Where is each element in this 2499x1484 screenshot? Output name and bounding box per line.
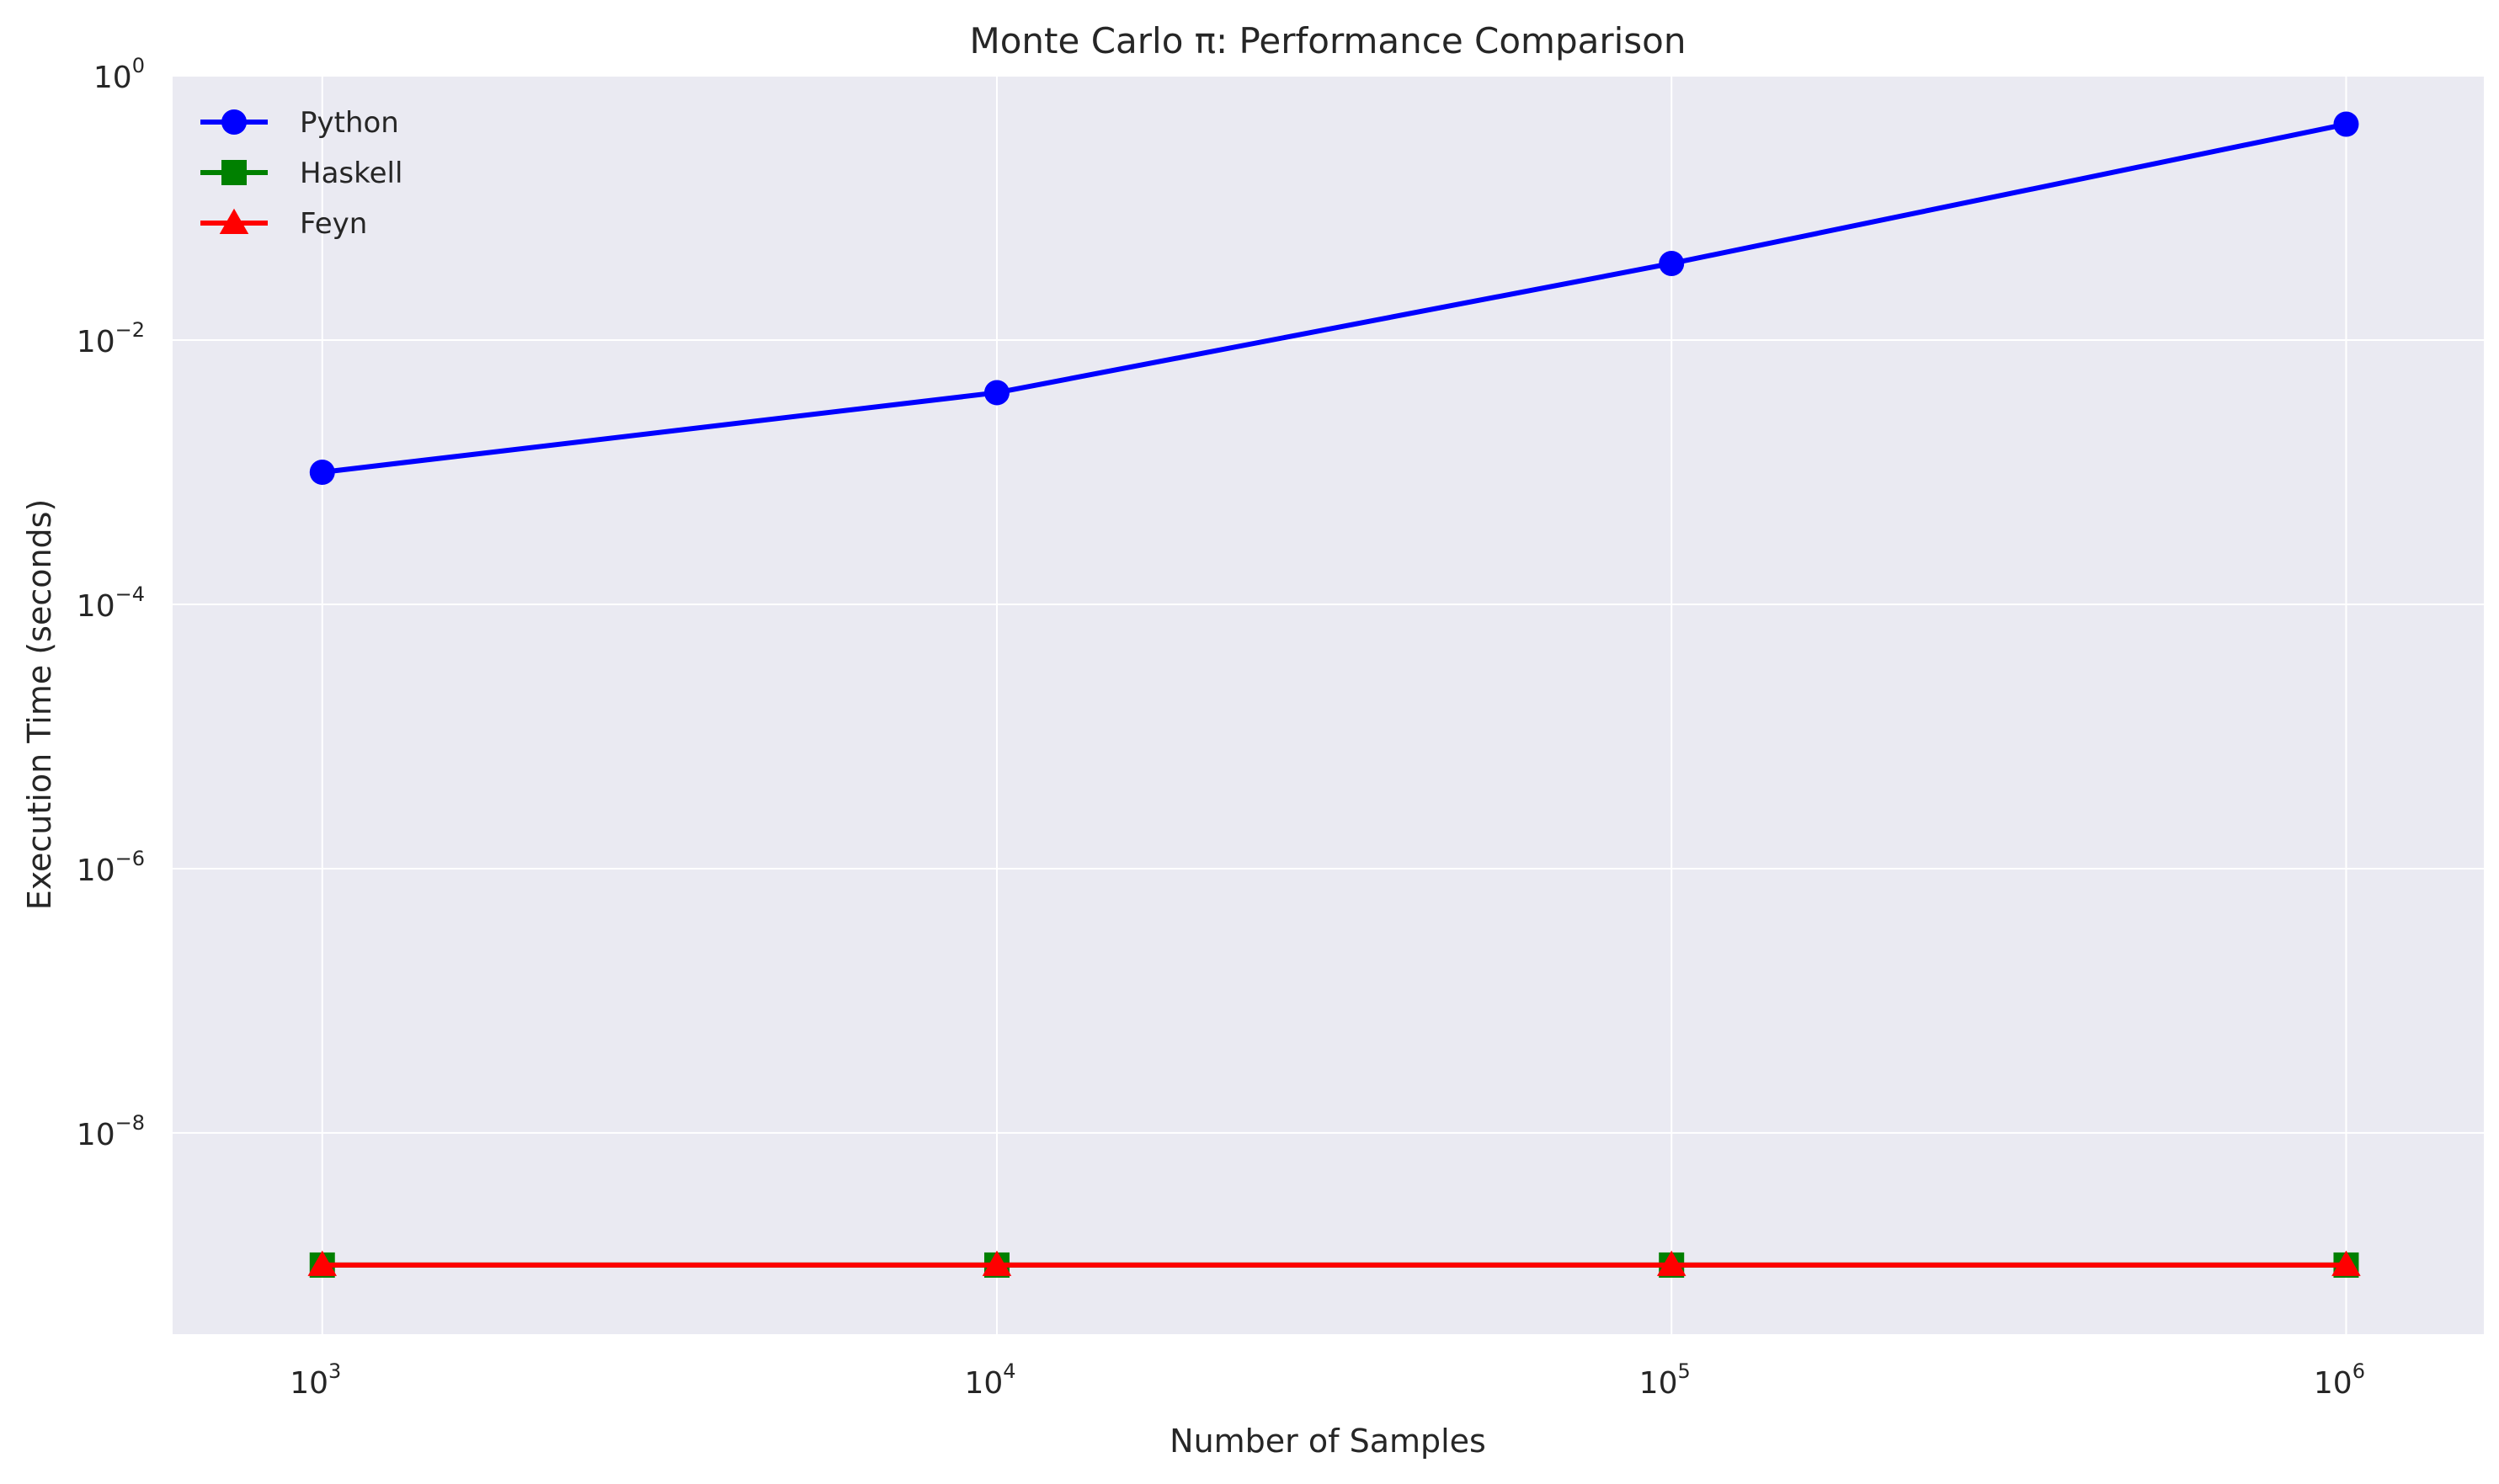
chart-title: Monte Carlo π: Performance Comparison	[969, 20, 1686, 61]
plot-area	[173, 76, 2484, 1334]
legend: Python Haskell Feyn	[200, 106, 402, 241]
x-tick-exponent: 3	[328, 1359, 341, 1383]
series-python	[309, 111, 2359, 485]
y-tick-label: 10−2	[77, 318, 145, 359]
y-tick-exponent: −8	[115, 1111, 145, 1135]
y-tick-base: 10	[77, 1118, 115, 1152]
y-tick-base: 10	[77, 854, 115, 888]
legend-marker	[221, 160, 247, 185]
x-tick-label: 106	[2314, 1359, 2365, 1401]
y-tick-base: 10	[77, 325, 115, 359]
legend-label: Python	[300, 106, 399, 140]
data-point-feyn	[307, 1250, 338, 1276]
y-tick-exponent: −4	[115, 582, 145, 606]
x-axis-label: Number of Samples	[1170, 1423, 1486, 1460]
data-point-feyn	[2331, 1250, 2361, 1276]
data-point-feyn	[982, 1250, 1012, 1276]
x-tick-base: 10	[2314, 1366, 2352, 1401]
legend-item-python: Python	[200, 106, 399, 140]
data-point-python	[309, 459, 335, 485]
x-tick-exponent: 5	[1677, 1359, 1690, 1383]
x-tick-base: 10	[964, 1366, 1003, 1401]
legend-item-feyn: Feyn	[200, 207, 367, 241]
series-line-python	[322, 121, 2347, 475]
y-tick-exponent: 0	[132, 54, 145, 77]
legend-marker	[221, 109, 247, 135]
x-tick-exponent: 4	[1003, 1359, 1015, 1383]
y-tick-label: 100	[93, 54, 145, 95]
x-tick-label: 104	[964, 1359, 1015, 1401]
x-tick-base: 10	[1639, 1366, 1678, 1401]
series-feyn	[307, 1250, 2361, 1276]
y-axis-label: Execution Time (seconds)	[21, 499, 58, 911]
legend-label: Feyn	[300, 207, 367, 241]
legend-marker	[219, 208, 249, 234]
y-tick-base: 10	[77, 589, 115, 624]
data-point-python	[2333, 111, 2359, 137]
x-tick-label: 105	[1639, 1359, 1691, 1401]
series-layer	[307, 111, 2361, 1278]
data-point-python	[983, 380, 1010, 406]
y-tick-label: 10−4	[77, 582, 145, 624]
y-tick-label: 10−8	[77, 1111, 145, 1152]
y-tick-exponent: −2	[115, 318, 145, 342]
y-tick-exponent: −6	[115, 847, 145, 870]
legend-item-haskell: Haskell	[200, 157, 402, 190]
x-tick-base: 10	[290, 1366, 328, 1401]
x-ticks: 103 104 105 106	[290, 1359, 2365, 1401]
x-tick-exponent: 6	[2352, 1359, 2365, 1383]
y-tick-base: 10	[93, 61, 132, 95]
y-tick-label: 10−6	[77, 847, 145, 888]
grid	[173, 75, 2484, 1334]
legend-label: Haskell	[300, 157, 402, 190]
data-point-feyn	[1656, 1250, 1686, 1276]
data-point-python	[1659, 250, 1685, 276]
x-tick-label: 103	[290, 1359, 341, 1401]
